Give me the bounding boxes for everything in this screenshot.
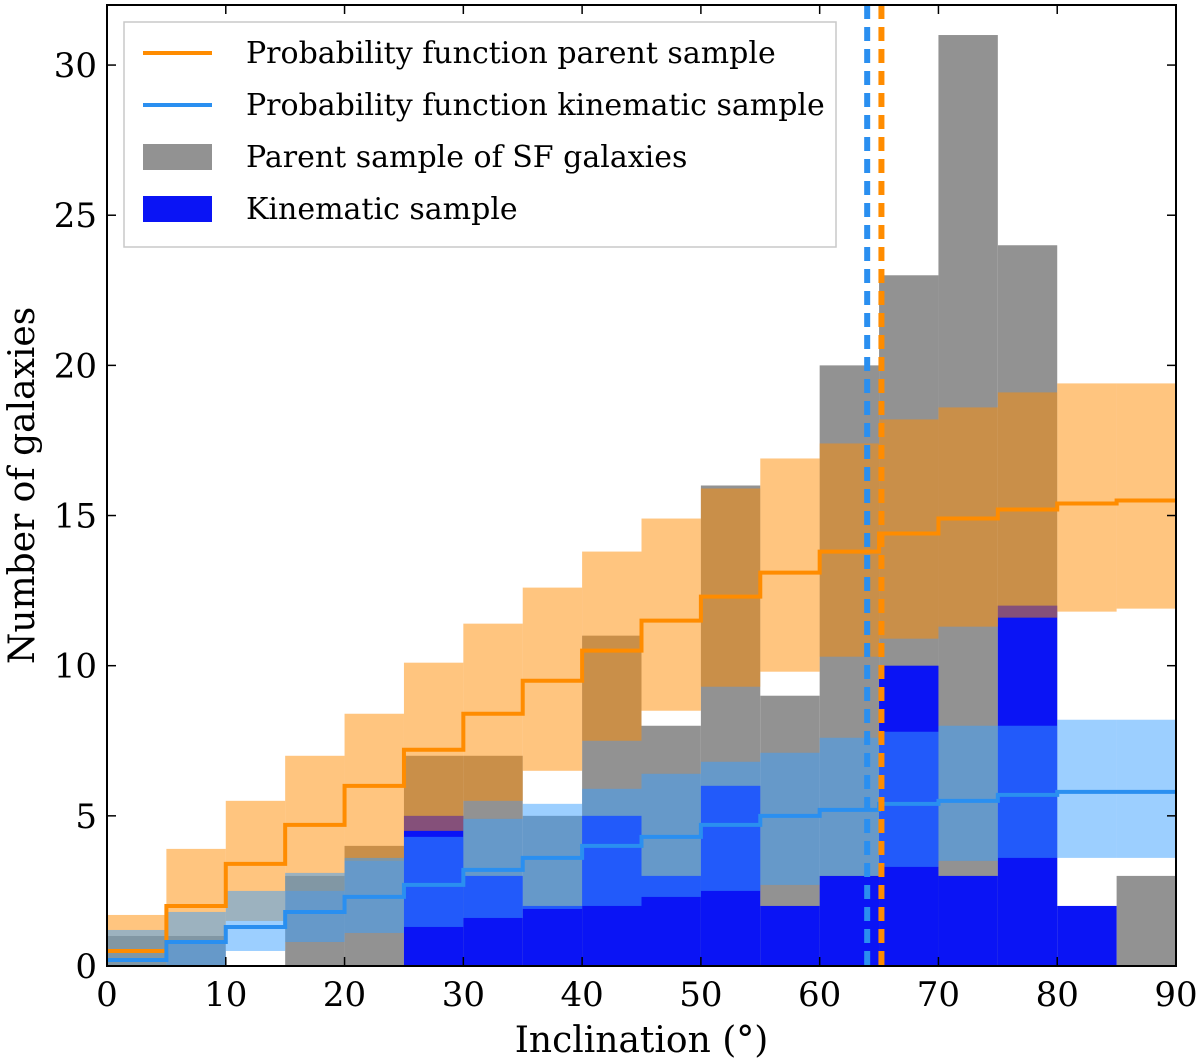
kinematic-prob-band-65 <box>879 731 939 867</box>
axis-ticks: 0 10 20 30 40 50 60 70 80 90 0 5 10 15 20 25 30 <box>54 5 1198 1015</box>
kinematic-prob-band-25 <box>403 836 464 927</box>
parent-prob-band-75 <box>997 392 1058 618</box>
probability-step-lines <box>107 498 1176 962</box>
plot-frame <box>106 4 1177 967</box>
median-lines <box>864 5 885 966</box>
y-tick-label-15: 15 <box>54 497 97 537</box>
y-tick-label-0: 0 <box>75 947 97 987</box>
kinematic-prob-band-85 <box>1116 719 1176 858</box>
y-tick-label-5: 5 <box>75 797 97 837</box>
parent-prob-band-45 <box>641 518 701 711</box>
kinematic-hist-bar-55 <box>760 905 820 966</box>
kinematic-hist-bar-70 <box>938 875 998 966</box>
parent-prob-band-55 <box>760 458 820 672</box>
x-tick-label-50: 50 <box>679 975 722 1015</box>
x-tick-label-20: 20 <box>323 975 366 1015</box>
kinematic-hist-bar-80 <box>1057 905 1117 966</box>
x-tick-label-90: 90 <box>1154 975 1197 1015</box>
legend-label-2: Parent sample of SF galaxies <box>246 140 687 175</box>
legend-label-1: Probability function kinematic sample <box>246 88 825 123</box>
legend-label-3: Kinematic sample <box>246 192 518 227</box>
parent-prob-band-80 <box>1057 383 1117 612</box>
legend-box <box>123 21 837 248</box>
probability-bands <box>107 383 1176 966</box>
kinematic-prob-band-55 <box>760 752 820 885</box>
parent-prob-band-50 <box>700 488 761 687</box>
kinematic-hist-bar-35 <box>522 905 583 966</box>
legend: Probability function parent sample Probab… <box>123 21 837 248</box>
kinematic-prob-band-75 <box>997 725 1058 858</box>
x-tick-label-10: 10 <box>204 975 247 1015</box>
x-tick-label-70: 70 <box>917 975 960 1015</box>
kinematic-prob-band-5 <box>166 911 226 966</box>
y-tick-label-10: 10 <box>54 647 97 687</box>
y-tick-label-25: 25 <box>54 196 97 236</box>
parent-prob-band-85 <box>1116 383 1176 609</box>
x-axis-label: Inclination (°) <box>515 1020 769 1061</box>
y-tick-label-20: 20 <box>54 346 97 386</box>
legend-label-0: Probability function parent sample <box>246 36 776 71</box>
kinematic-prob-band-70 <box>938 725 998 861</box>
y-axis-label: Number of galaxies <box>2 307 43 664</box>
x-tick-label-60: 60 <box>798 975 841 1015</box>
x-tick-label-30: 30 <box>442 975 485 1015</box>
x-tick-label-0: 0 <box>96 975 118 1015</box>
parent-prob-band-25 <box>403 662 464 831</box>
parent-prob-band-65 <box>879 419 939 639</box>
kinematic-prob-band-80 <box>1057 719 1117 858</box>
legend-swatch-2 <box>143 144 212 170</box>
y-tick-label-30: 30 <box>54 46 97 86</box>
parent-prob-band-40 <box>582 551 642 741</box>
legend-swatch-3 <box>143 196 212 222</box>
kinematic-prob-band-10 <box>225 890 286 951</box>
parent-prob-step-line <box>107 498 1176 953</box>
kinematic-prob-band-15 <box>285 872 345 942</box>
kinematic-prob-step-line <box>107 789 1176 962</box>
x-tick-label-40: 40 <box>560 975 603 1015</box>
parent-hist-bar-85 <box>1116 875 1176 966</box>
x-tick-label-80: 80 <box>1036 975 1079 1015</box>
